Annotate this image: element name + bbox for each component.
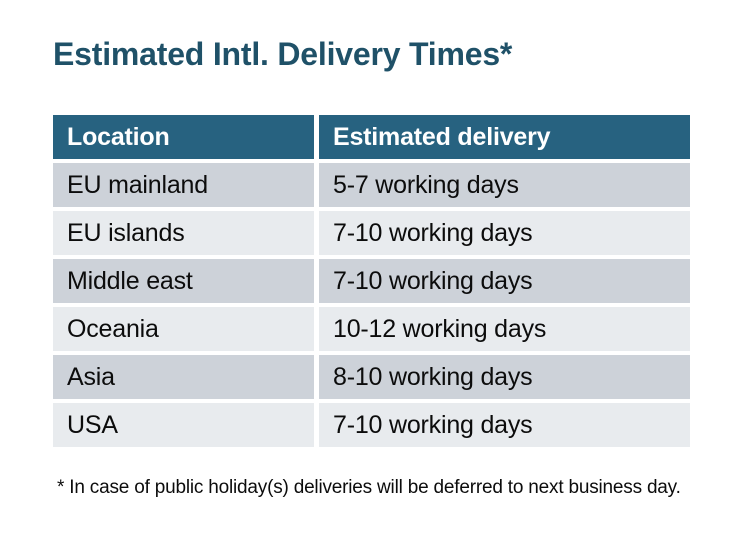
location-cell: EU mainland [53,163,314,207]
table-row-middle-east: Middle east 7-10 working days [53,259,690,303]
delivery-times-table: Location Estimated delivery EU mainland … [53,115,690,447]
table-row-oceania: Oceania 10-12 working days [53,307,690,351]
location-cell: Middle east [53,259,314,303]
location-cell: EU islands [53,211,314,255]
table-row-usa: USA 7-10 working days [53,403,690,447]
table-row-eu-islands: EU islands 7-10 working days [53,211,690,255]
location-cell: Asia [53,355,314,399]
table-header-row: Location Estimated delivery [53,115,690,159]
column-header-estimated-delivery: Estimated delivery [319,115,690,159]
column-header-location: Location [53,115,314,159]
page-title: Estimated Intl. Delivery Times* [53,36,513,72]
delivery-cell: 7-10 working days [319,211,690,255]
delivery-cell: 5-7 working days [319,163,690,207]
footnote: * In case of public holiday(s) deliverie… [57,477,681,498]
location-cell: USA [53,403,314,447]
delivery-cell: 7-10 working days [319,403,690,447]
delivery-cell: 8-10 working days [319,355,690,399]
table-row-eu-mainland: EU mainland 5-7 working days [53,163,690,207]
delivery-cell: 10-12 working days [319,307,690,351]
location-cell: Oceania [53,307,314,351]
table-row-asia: Asia 8-10 working days [53,355,690,399]
delivery-cell: 7-10 working days [319,259,690,303]
